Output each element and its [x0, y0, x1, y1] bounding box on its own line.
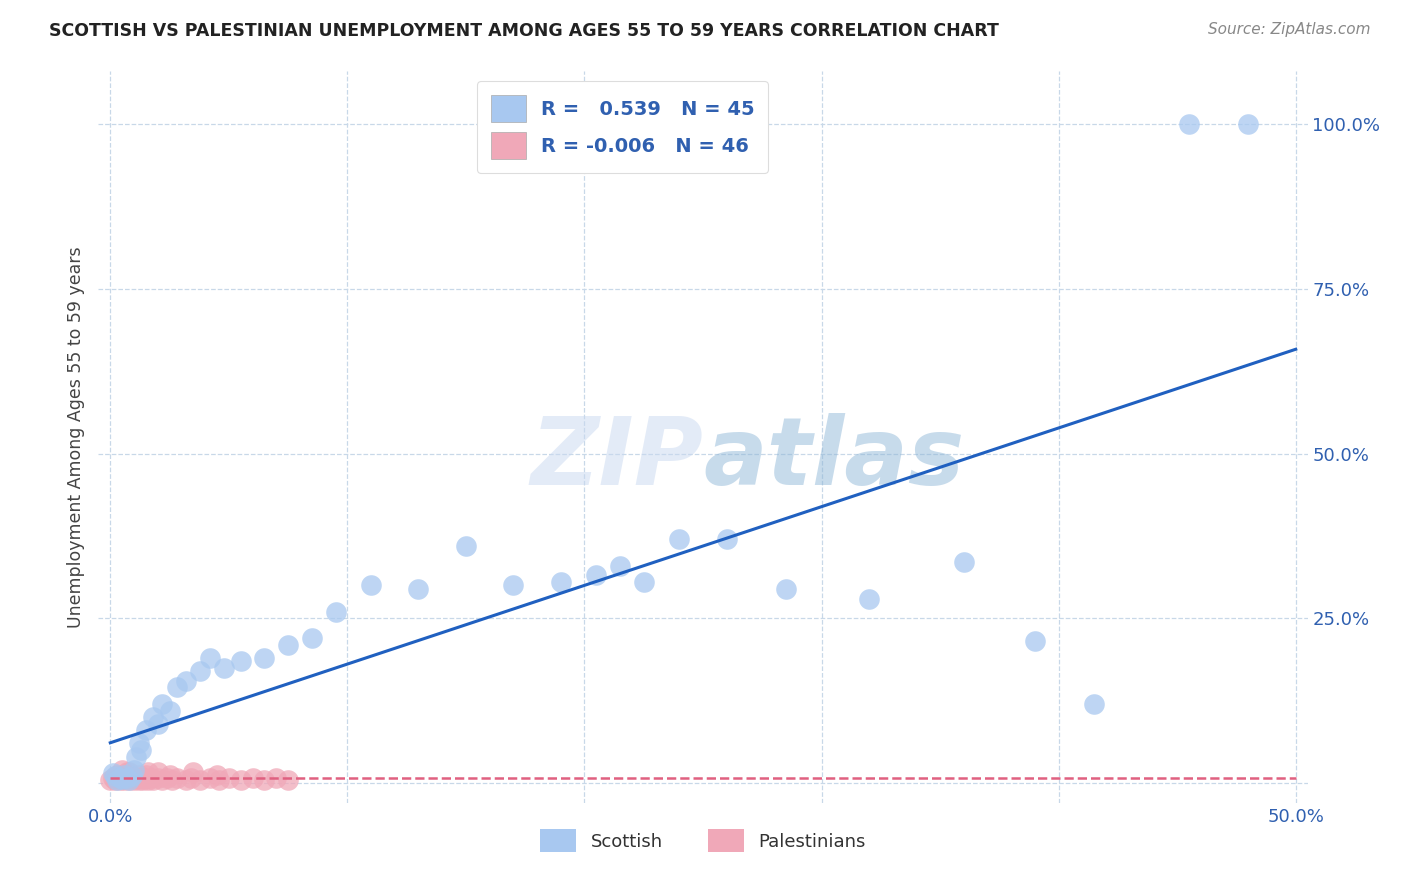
Point	[218, 771, 240, 785]
Point	[115, 771, 138, 785]
Point	[152, 697, 174, 711]
Point	[142, 710, 165, 724]
Point	[301, 631, 323, 645]
Point	[180, 771, 202, 785]
Point	[108, 773, 131, 788]
Point	[550, 575, 572, 590]
Point	[111, 763, 134, 777]
Point	[114, 773, 136, 788]
Point	[325, 605, 347, 619]
Point	[104, 769, 127, 783]
Point	[146, 716, 169, 731]
Point	[277, 638, 299, 652]
Point	[585, 568, 607, 582]
Point	[174, 773, 197, 788]
Point	[159, 704, 181, 718]
Point	[136, 773, 159, 788]
Point	[242, 771, 264, 785]
Point	[122, 773, 145, 788]
Point	[174, 673, 197, 688]
Point	[115, 771, 138, 785]
Point	[716, 533, 738, 547]
Point	[111, 771, 134, 785]
Point	[115, 765, 138, 780]
Point	[152, 773, 174, 788]
Y-axis label: Unemployment Among Ages 55 to 59 years: Unemployment Among Ages 55 to 59 years	[66, 246, 84, 628]
Point	[114, 768, 136, 782]
Point	[146, 771, 169, 785]
Point	[128, 773, 150, 788]
Point	[198, 771, 221, 785]
Point	[212, 661, 235, 675]
Text: Source: ZipAtlas.com: Source: ZipAtlas.com	[1208, 22, 1371, 37]
Point	[118, 765, 141, 780]
Text: SCOTTISH VS PALESTINIAN UNEMPLOYMENT AMONG AGES 55 TO 59 YEARS CORRELATION CHART: SCOTTISH VS PALESTINIAN UNEMPLOYMENT AMO…	[49, 22, 1000, 40]
Point	[775, 582, 797, 596]
Point	[952, 555, 974, 569]
Point	[128, 737, 150, 751]
Point	[408, 582, 430, 596]
Point	[136, 765, 159, 780]
Point	[129, 743, 152, 757]
Point	[122, 763, 145, 777]
Point	[118, 773, 141, 788]
Point	[125, 771, 148, 785]
Point	[1237, 117, 1260, 131]
Point	[160, 773, 183, 788]
Point	[208, 773, 231, 788]
Point	[190, 773, 212, 788]
Point	[277, 773, 299, 788]
Point	[166, 681, 188, 695]
Point	[118, 773, 141, 788]
Point	[253, 650, 276, 665]
Point	[105, 772, 128, 787]
Point	[104, 773, 127, 788]
Point	[229, 654, 252, 668]
Point	[142, 773, 165, 788]
Legend: Scottish, Palestinians: Scottish, Palestinians	[533, 822, 873, 860]
Point	[159, 768, 181, 782]
Point	[121, 771, 143, 785]
Point	[101, 766, 124, 780]
Point	[108, 771, 131, 785]
Point	[129, 771, 152, 785]
Point	[198, 650, 221, 665]
Point	[360, 578, 382, 592]
Point	[1083, 697, 1105, 711]
Point	[858, 591, 880, 606]
Point	[166, 771, 188, 785]
Point	[156, 771, 179, 785]
Point	[98, 773, 121, 788]
Point	[668, 533, 690, 547]
Point	[454, 539, 477, 553]
Point	[205, 768, 228, 782]
Point	[105, 768, 128, 782]
Point	[105, 771, 128, 785]
Point	[128, 768, 150, 782]
Point	[609, 558, 631, 573]
Point	[146, 765, 169, 780]
Point	[111, 772, 134, 786]
Point	[633, 575, 655, 590]
Point	[229, 773, 252, 788]
Point	[135, 768, 157, 782]
Text: atlas: atlas	[703, 413, 965, 505]
Point	[139, 771, 162, 785]
Point	[135, 771, 157, 785]
Point	[135, 723, 157, 738]
Text: ZIP: ZIP	[530, 413, 703, 505]
Point	[132, 773, 155, 788]
Point	[502, 578, 524, 592]
Point	[1024, 634, 1046, 648]
Point	[181, 765, 204, 780]
Point	[264, 771, 287, 785]
Point	[253, 773, 276, 788]
Point	[121, 769, 143, 783]
Point	[125, 749, 148, 764]
Point	[190, 664, 212, 678]
Point	[1178, 117, 1201, 131]
Point	[101, 771, 124, 785]
